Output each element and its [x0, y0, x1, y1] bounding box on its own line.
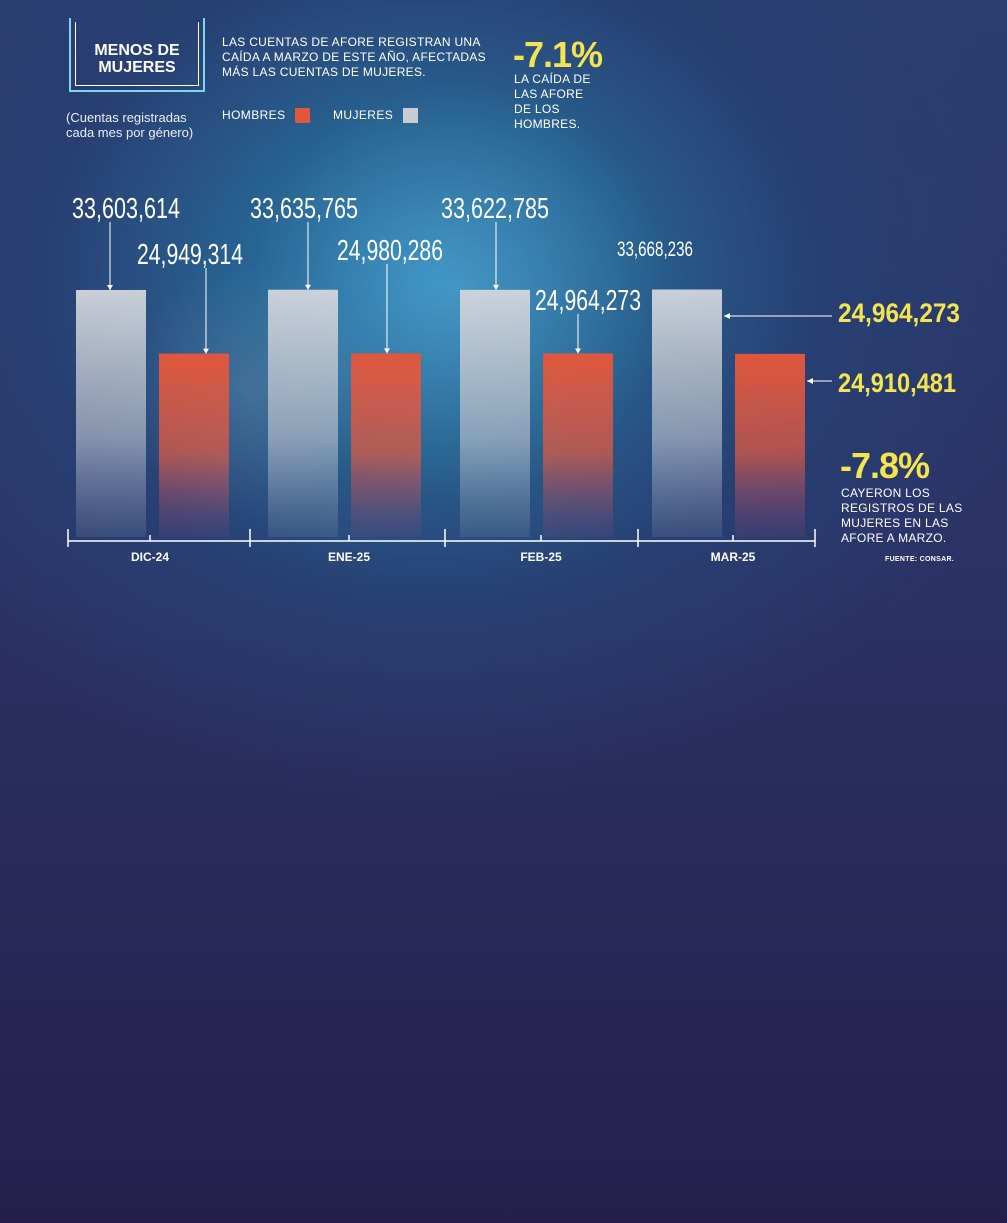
title-line-1: MENOS DE [94, 42, 180, 59]
value-label-mujeres-dic-24: 33,603,614 [72, 193, 180, 225]
bar-hombres-ene-25 [351, 353, 421, 537]
legend-hombres-label: HOMBRES [222, 108, 286, 122]
legend-mujeres: MUJERES [333, 108, 419, 124]
legend-mujeres-label: MUJERES [333, 108, 394, 122]
men-percent-text: LA CAÍDA DE LAS AFORE DE LOS HOMBRES. [514, 72, 591, 131]
title-box: MENOS DE MUJERES [69, 18, 205, 92]
bar-mujeres-feb-25 [460, 289, 530, 537]
chart-title: MENOS DE MUJERES [71, 42, 203, 76]
bar-mujeres-dic-24 [76, 289, 146, 537]
value-label-mujeres-ene-25: 33,635,765 [250, 193, 358, 225]
bar-hombres-mar-25 [735, 353, 805, 537]
title-line-2: MUJERES [98, 59, 176, 76]
value-label-mujeres-mar-25: 33,668,236 [617, 238, 693, 261]
category-label-mar-25: MAR-25 [711, 550, 756, 564]
legend-hombres-swatch [295, 108, 311, 124]
bar-hombres-dic-24 [159, 353, 229, 537]
value-label-hombres-feb-25: 24,964,273 [535, 285, 641, 317]
legend-mujeres-swatch [403, 108, 419, 124]
subtitle-line-2: cada mes por género) [66, 125, 194, 140]
value-label-hombres-ene-25: 24,980,286 [337, 235, 443, 267]
value-label-hombres-dic-24: 24,949,314 [137, 239, 243, 271]
women-percent: -7.8% [840, 445, 930, 486]
side-label-hombres: 24,910,481 [838, 368, 956, 398]
chart-description: LAS CUENTAS DE AFORE REGISTRAN UNA CAÍDA… [222, 35, 486, 79]
men-percent: -7.1% [513, 34, 603, 75]
source-note: FUENTE: CONSAR. [885, 556, 955, 563]
bar-mujeres-ene-25 [268, 289, 338, 537]
legend-hombres: HOMBRES [222, 108, 311, 124]
side-label-mujeres: 24,964,273 [838, 298, 960, 328]
category-label-ene-25: ENE-25 [328, 550, 370, 564]
category-label-dic-24: DIC-24 [131, 550, 169, 564]
women-percent-text: CAYERON LOS REGISTROS DE LAS MUJERES EN … [841, 486, 963, 545]
bar-mujeres-mar-25 [652, 289, 722, 537]
value-label-mujeres-feb-25: 33,622,785 [441, 193, 549, 225]
subtitle-line-1: (Cuentas registradas [66, 110, 187, 125]
bar-hombres-feb-25 [543, 353, 613, 537]
category-label-feb-25: FEB-25 [520, 550, 562, 564]
chart-subtitle: (Cuentas registradas cada mes por género… [66, 110, 216, 140]
